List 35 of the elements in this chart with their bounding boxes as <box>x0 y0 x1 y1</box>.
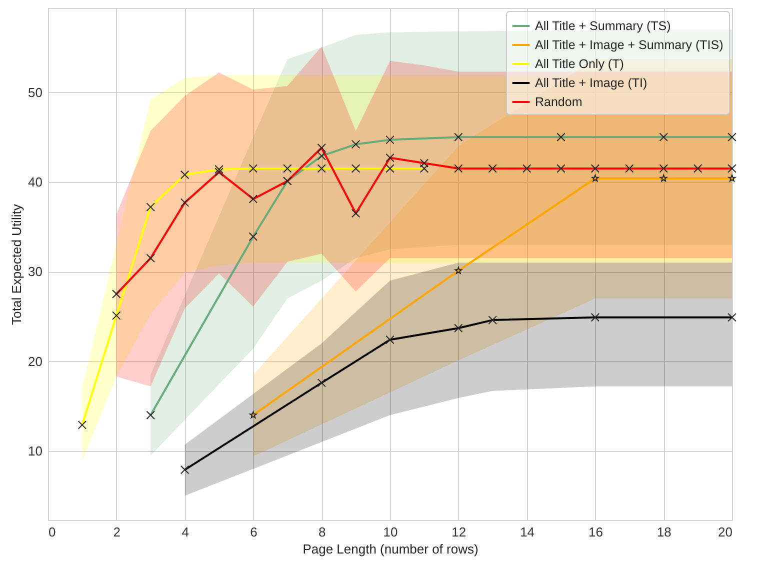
point <box>454 324 463 332</box>
x-tick-label: 14 <box>520 524 535 540</box>
x-tick-label: 18 <box>656 524 672 540</box>
y-tick-label: 30 <box>28 264 42 280</box>
point <box>728 312 736 322</box>
legend-label: All Title + Image + Summary (TIS) <box>535 38 724 52</box>
x-tick-label: 0 <box>48 524 56 540</box>
x-tick-label: 4 <box>182 524 189 540</box>
x-tick-label: 20 <box>718 524 732 540</box>
x-tick-label: 2 <box>113 524 121 540</box>
y-tick-label: 20 <box>28 354 42 369</box>
point <box>454 266 462 274</box>
x-axis-title: Page Length (number of rows) <box>302 542 478 556</box>
legend-label: All Title Only (T) <box>535 57 624 71</box>
x-tick-label: 12 <box>452 524 466 540</box>
x-tick-label: 8 <box>318 524 326 540</box>
y-tick-label: 50 <box>28 84 42 100</box>
point <box>590 312 600 322</box>
point <box>592 174 599 182</box>
point <box>728 174 736 182</box>
y-tick-label: 10 <box>28 443 42 458</box>
y-tick-label: 40 <box>28 174 42 190</box>
legend-label: All Title + Summary (TS) <box>535 19 671 33</box>
y-axis-title: Total Expected Utility <box>9 204 24 325</box>
point <box>250 411 257 418</box>
legend-label: Random <box>535 95 582 109</box>
x-tick-label: 10 <box>383 524 398 540</box>
point <box>660 174 668 182</box>
point <box>488 316 497 324</box>
point <box>317 378 326 388</box>
point <box>180 465 190 474</box>
point <box>386 335 394 344</box>
legend-label: All Title + Image (TI) <box>535 76 648 90</box>
x-tick-label: 6 <box>250 524 258 540</box>
x-tick-label: 16 <box>588 524 603 540</box>
